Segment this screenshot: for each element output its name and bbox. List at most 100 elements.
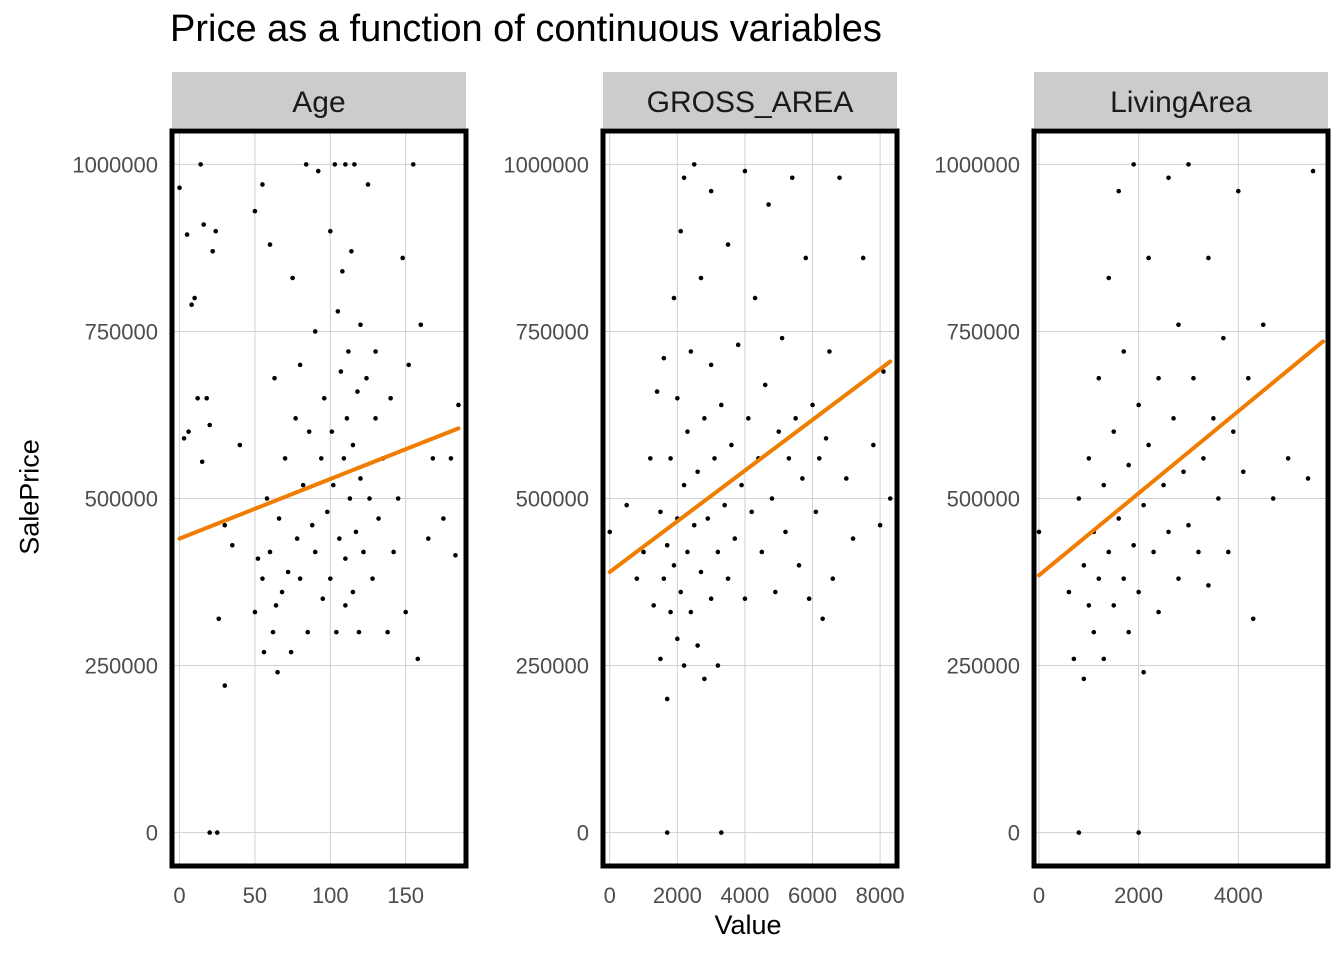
data-point — [356, 629, 362, 635]
data-point — [681, 482, 687, 488]
panel-border — [1031, 128, 1331, 869]
data-point — [813, 509, 819, 515]
y-tick-label: 250000 — [516, 654, 589, 679]
data-point — [1310, 168, 1316, 174]
data-point — [698, 275, 704, 281]
data-point — [343, 162, 348, 167]
data-point — [1270, 496, 1276, 501]
data-point — [1156, 609, 1161, 615]
data-point — [661, 576, 667, 581]
data-point — [1166, 175, 1171, 181]
data-point — [1111, 603, 1117, 608]
data-point — [1176, 576, 1181, 581]
data-point — [860, 255, 866, 261]
data-point — [201, 222, 206, 227]
data-point — [341, 456, 347, 461]
data-point — [1221, 335, 1226, 341]
trend-line — [177, 426, 461, 541]
data-point — [725, 242, 731, 247]
data-point — [702, 416, 707, 421]
data-point — [783, 529, 788, 535]
data-point — [810, 402, 815, 408]
data-point — [350, 589, 356, 595]
data-point — [820, 616, 825, 622]
y-tick-label: 1000000 — [503, 152, 589, 177]
data-point — [335, 309, 341, 314]
trend-line — [1036, 339, 1326, 578]
y-tick-label: 250000 — [947, 654, 1020, 679]
data-point — [260, 576, 265, 581]
x-tick-label: 8000 — [856, 883, 905, 908]
data-point — [1245, 375, 1251, 381]
data-point — [664, 830, 670, 835]
data-point — [779, 335, 785, 341]
data-point — [688, 609, 694, 615]
data-point — [213, 228, 219, 234]
data-point — [350, 442, 356, 448]
data-point — [252, 609, 258, 615]
x-tick-label: 4000 — [720, 883, 769, 908]
data-point — [658, 656, 663, 662]
data-point — [773, 589, 778, 595]
data-point — [312, 329, 318, 334]
y-tick-label: 0 — [146, 821, 158, 846]
data-point — [294, 536, 300, 541]
data-point — [1236, 188, 1241, 194]
data-point — [290, 275, 295, 281]
data-point — [1206, 583, 1211, 588]
data-point — [406, 362, 412, 368]
panel-border — [600, 128, 900, 869]
data-point — [385, 629, 390, 635]
data-point — [237, 442, 243, 448]
data-point — [1126, 629, 1131, 635]
data-point — [1151, 549, 1156, 555]
data-point — [328, 576, 333, 581]
data-point — [729, 442, 734, 448]
data-point — [353, 529, 359, 535]
data-point — [1136, 830, 1141, 835]
data-point — [293, 416, 298, 421]
data-point — [344, 416, 350, 421]
data-point — [305, 629, 310, 635]
data-point — [1076, 830, 1082, 835]
data-point — [349, 248, 354, 254]
x-tick-label: 2000 — [1114, 883, 1163, 908]
data-point — [415, 656, 421, 662]
data-point — [1036, 529, 1042, 535]
data-point — [260, 182, 265, 187]
data-point — [373, 416, 378, 421]
data-point — [365, 182, 371, 187]
data-point — [607, 529, 613, 535]
data-point — [403, 609, 408, 615]
data-point — [668, 609, 673, 615]
data-point — [789, 175, 795, 181]
data-point — [691, 162, 697, 167]
data-point — [358, 322, 363, 328]
data-point — [195, 395, 200, 401]
data-point — [1186, 522, 1191, 528]
data-point — [675, 395, 680, 401]
data-point — [334, 629, 339, 635]
data-point — [718, 402, 724, 408]
data-point — [786, 456, 792, 461]
data-point — [1091, 629, 1097, 635]
y-tick-label: 750000 — [85, 319, 158, 344]
data-point — [1196, 549, 1201, 555]
data-point — [1181, 469, 1186, 475]
data-point — [337, 536, 342, 541]
data-point — [1096, 375, 1102, 381]
data-point — [722, 502, 727, 508]
data-point — [871, 442, 876, 448]
data-point — [752, 295, 758, 301]
x-tick-label: 150 — [387, 883, 424, 908]
data-point — [691, 522, 697, 528]
data-point — [230, 542, 235, 548]
data-point — [698, 569, 704, 575]
data-point — [448, 456, 454, 461]
data-point — [1161, 482, 1166, 488]
data-point — [306, 429, 312, 434]
data-point — [1191, 375, 1196, 381]
data-point — [410, 162, 416, 167]
data-point — [685, 429, 690, 434]
data-point — [275, 669, 280, 675]
